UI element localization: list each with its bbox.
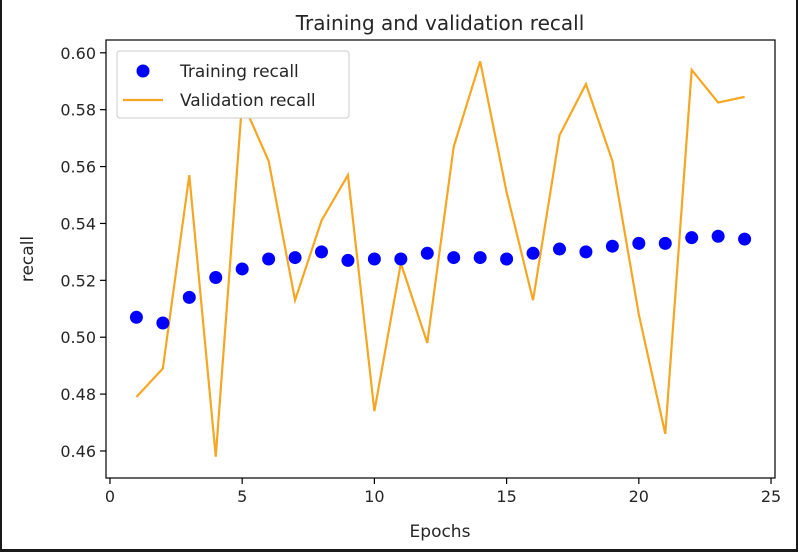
training-recall-point: [738, 232, 752, 246]
y-tick-label: 0.54: [60, 214, 96, 233]
validation-series: [135, 61, 745, 457]
training-recall-point: [473, 251, 487, 265]
y-tick-label: 0.52: [60, 271, 96, 290]
y-tick-label: 0.56: [60, 158, 96, 177]
training-recall-point: [156, 316, 170, 330]
y-tick-label: 0.50: [60, 328, 96, 347]
training-series: [129, 229, 752, 330]
training-recall-point: [632, 236, 646, 250]
training-recall-point: [262, 252, 276, 266]
y-tick-label: 0.58: [60, 101, 96, 120]
training-recall-point: [579, 245, 593, 259]
training-recall-point: [526, 246, 540, 260]
legend: Training recall Validation recall: [116, 50, 350, 119]
x-tick-label: 5: [237, 487, 247, 506]
x-tick-label: 10: [364, 487, 384, 506]
legend-box: [116, 50, 350, 119]
training-recall-point: [288, 251, 302, 265]
training-recall-point: [420, 246, 434, 260]
training-recall-point: [658, 236, 672, 250]
legend-validation-label: Validation recall: [180, 91, 316, 111]
training-recall-point: [182, 290, 196, 304]
y-axis-label: recall: [18, 236, 38, 282]
training-recall-point: [394, 252, 408, 266]
training-recall-point: [500, 252, 514, 266]
training-recall-point: [447, 251, 461, 265]
x-tick-label: 15: [496, 487, 516, 506]
y-axis: 0.46 0.48 0.50 0.52 0.54 0.56 0.58 0.60: [60, 44, 106, 461]
validation-recall-line: [135, 61, 745, 457]
training-recall-point: [605, 239, 619, 253]
training-recall-point: [711, 229, 725, 243]
chart-title: Training and validation recall: [295, 11, 585, 35]
training-recall-point: [341, 253, 355, 267]
training-recall-point: [367, 252, 381, 266]
x-axis: 0 5 10 15 20 25: [105, 478, 781, 506]
y-tick-label: 0.48: [60, 385, 96, 404]
training-recall-point: [235, 262, 249, 276]
y-tick-label: 0.60: [60, 44, 96, 63]
x-tick-label: 25: [761, 487, 781, 506]
training-recall-point: [685, 231, 699, 245]
y-tick-label: 0.46: [60, 442, 96, 461]
legend-training-label: Training recall: [179, 62, 299, 82]
training-recall-point: [209, 270, 223, 284]
x-axis-label: Epochs: [410, 522, 471, 542]
training-recall-point: [552, 242, 566, 256]
legend-training-marker: [136, 64, 150, 78]
training-recall-point: [129, 310, 143, 324]
training-recall-point: [315, 245, 329, 259]
x-tick-label: 20: [629, 487, 649, 506]
x-tick-label: 0: [105, 487, 115, 506]
